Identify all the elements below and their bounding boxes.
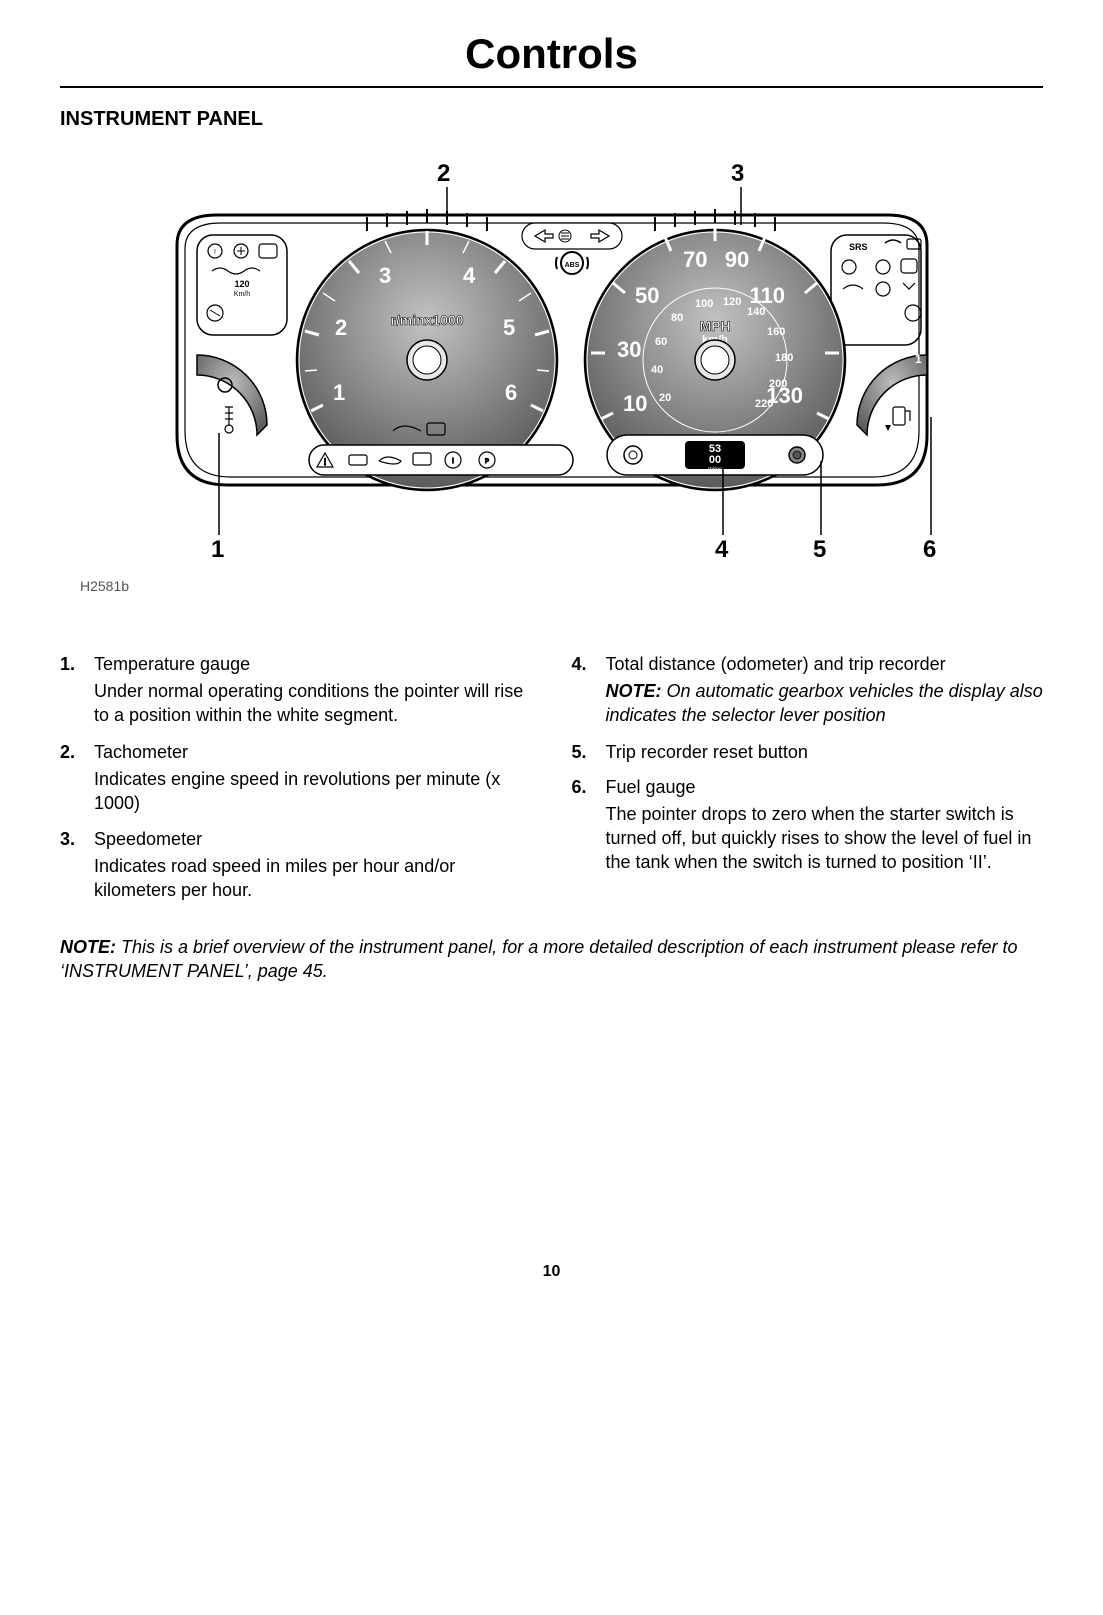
kmh-100: 100 bbox=[695, 298, 713, 310]
list-item: 4. Total distance (odometer) and trip re… bbox=[572, 654, 1044, 728]
item-title: Total distance (odometer) and trip recor… bbox=[606, 654, 946, 674]
kmh-120: 120 bbox=[723, 296, 741, 308]
note-label: NOTE: bbox=[606, 681, 662, 701]
kmh-160: 160 bbox=[767, 326, 785, 338]
page-number: 10 bbox=[60, 1263, 1043, 1281]
spd-50: 50 bbox=[635, 283, 659, 308]
item-title: Tachometer bbox=[94, 742, 188, 762]
item-title: Trip recorder reset button bbox=[606, 742, 808, 762]
title-rule bbox=[60, 86, 1043, 88]
kmh-120-text: 120 bbox=[234, 279, 249, 289]
item-num: 1. bbox=[60, 654, 75, 675]
tach-2: 2 bbox=[335, 315, 347, 340]
tach-4: 4 bbox=[463, 263, 476, 288]
item-num: 6. bbox=[572, 777, 587, 798]
svg-text:!: ! bbox=[452, 458, 454, 465]
instrument-panel-diagram: ! 120 Km/h SRS bbox=[60, 155, 1043, 594]
item-body: Indicates engine speed in revolutions pe… bbox=[94, 767, 532, 816]
callout-6: 6 bbox=[923, 536, 936, 563]
diagram-caption: H2581b bbox=[80, 578, 1043, 594]
kmh-180: 180 bbox=[775, 352, 793, 364]
list-item: 5. Trip recorder reset button bbox=[572, 742, 1044, 763]
cluster-svg: ! 120 Km/h SRS bbox=[137, 155, 967, 565]
kmh-200: 200 bbox=[769, 378, 787, 390]
kmh-40: 40 bbox=[651, 364, 663, 376]
kmh-140: 140 bbox=[747, 306, 765, 318]
odometer-line2: 00 bbox=[708, 454, 720, 466]
list-item: 6. Fuel gauge The pointer drops to zero … bbox=[572, 777, 1044, 875]
item-body: Under normal operating conditions the po… bbox=[94, 679, 532, 728]
item-num: 3. bbox=[60, 829, 75, 850]
list-item: 2. Tachometer Indicates engine speed in … bbox=[60, 742, 532, 816]
section-title: INSTRUMENT PANEL bbox=[60, 108, 1043, 131]
item-num: 5. bbox=[572, 742, 587, 763]
tach-6: 6 bbox=[505, 380, 517, 405]
right-column: 4. Total distance (odometer) and trip re… bbox=[572, 654, 1044, 917]
item-note: NOTE: On automatic gearbox vehicles the … bbox=[606, 679, 1044, 728]
item-num: 2. bbox=[60, 742, 75, 763]
left-column: 1. Temperature gauge Under normal operat… bbox=[60, 654, 532, 917]
mph-label: MPH bbox=[699, 318, 730, 334]
srs-text: SRS bbox=[849, 242, 868, 252]
kmh-label: Km/h bbox=[233, 291, 249, 298]
list-item: 3. Speedometer Indicates road speed in m… bbox=[60, 829, 532, 903]
page-title: Controls bbox=[60, 30, 1043, 86]
callout-3: 3 bbox=[731, 160, 744, 187]
fuel-full: 1 bbox=[915, 352, 922, 366]
item-body: The pointer drops to zero when the start… bbox=[606, 802, 1044, 875]
callout-5: 5 bbox=[813, 536, 826, 563]
left-list: 1. Temperature gauge Under normal operat… bbox=[60, 654, 532, 903]
note-text: On automatic gearbox vehicles the displa… bbox=[606, 681, 1043, 725]
tach-label: r/minx1000 bbox=[390, 312, 463, 328]
note-label: NOTE: bbox=[60, 937, 116, 957]
right-list: 4. Total distance (odometer) and trip re… bbox=[572, 654, 1044, 874]
odometer-unit: miles bbox=[707, 467, 721, 473]
list-item: 1. Temperature gauge Under normal operat… bbox=[60, 654, 532, 728]
kmh-20: 20 bbox=[659, 392, 671, 404]
spd-110: 110 bbox=[749, 283, 785, 308]
spd-10: 10 bbox=[623, 391, 647, 416]
item-title: Speedometer bbox=[94, 829, 202, 849]
svg-text:ABS: ABS bbox=[564, 262, 579, 269]
kmh-80: 80 bbox=[671, 312, 683, 324]
tach-3: 3 bbox=[379, 263, 391, 288]
bottom-note: NOTE: This is a brief overview of the in… bbox=[60, 935, 1043, 984]
callout-2: 2 bbox=[437, 160, 450, 187]
item-num: 4. bbox=[572, 654, 587, 675]
kmh-60: 60 bbox=[655, 336, 667, 348]
callout-4: 4 bbox=[715, 536, 729, 563]
tach-5: 5 bbox=[503, 315, 515, 340]
item-title: Temperature gauge bbox=[94, 654, 250, 674]
tach-1: 1 bbox=[333, 380, 345, 405]
tc-text: ! bbox=[214, 249, 216, 256]
kmh-220: 220 bbox=[755, 398, 773, 410]
spd-70: 70 bbox=[683, 247, 707, 272]
odometer-reset-icon bbox=[624, 446, 642, 464]
note-text: This is a brief overview of the instrume… bbox=[60, 937, 1017, 981]
svg-text:!: ! bbox=[323, 457, 326, 467]
item-body: Indicates road speed in miles per hour a… bbox=[94, 854, 532, 903]
item-title: Fuel gauge bbox=[606, 777, 696, 797]
callout-1: 1 bbox=[211, 536, 224, 563]
spd-30: 30 bbox=[617, 337, 641, 362]
content-columns: 1. Temperature gauge Under normal operat… bbox=[60, 654, 1043, 917]
spd-90: 90 bbox=[724, 247, 748, 272]
svg-text:P: P bbox=[484, 459, 488, 465]
